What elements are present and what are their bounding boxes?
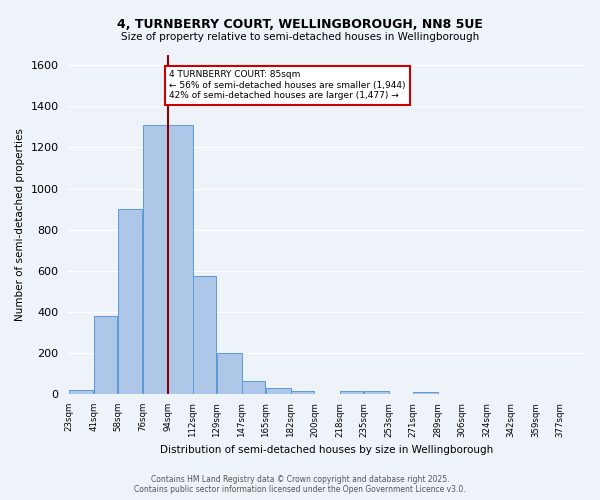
Text: 4, TURNBERRY COURT, WELLINGBOROUGH, NN8 5UE: 4, TURNBERRY COURT, WELLINGBOROUGH, NN8 … <box>117 18 483 30</box>
Bar <box>168 125 193 394</box>
Bar <box>217 353 242 394</box>
Bar <box>364 391 389 394</box>
Bar <box>69 390 93 394</box>
Bar <box>266 388 290 394</box>
Bar <box>242 381 265 394</box>
Text: Contains HM Land Registry data © Crown copyright and database right 2025.
Contai: Contains HM Land Registry data © Crown c… <box>134 474 466 494</box>
Bar <box>143 125 167 394</box>
Text: 4 TURNBERRY COURT: 85sqm
← 56% of semi-detached houses are smaller (1,944)
42% o: 4 TURNBERRY COURT: 85sqm ← 56% of semi-d… <box>169 70 406 100</box>
Bar <box>292 391 314 394</box>
Bar <box>340 391 364 394</box>
X-axis label: Distribution of semi-detached houses by size in Wellingborough: Distribution of semi-detached houses by … <box>160 445 493 455</box>
Bar <box>193 276 217 394</box>
Bar <box>94 316 117 394</box>
Bar <box>118 209 142 394</box>
Text: Size of property relative to semi-detached houses in Wellingborough: Size of property relative to semi-detach… <box>121 32 479 42</box>
Bar <box>413 392 437 394</box>
Y-axis label: Number of semi-detached properties: Number of semi-detached properties <box>15 128 25 321</box>
